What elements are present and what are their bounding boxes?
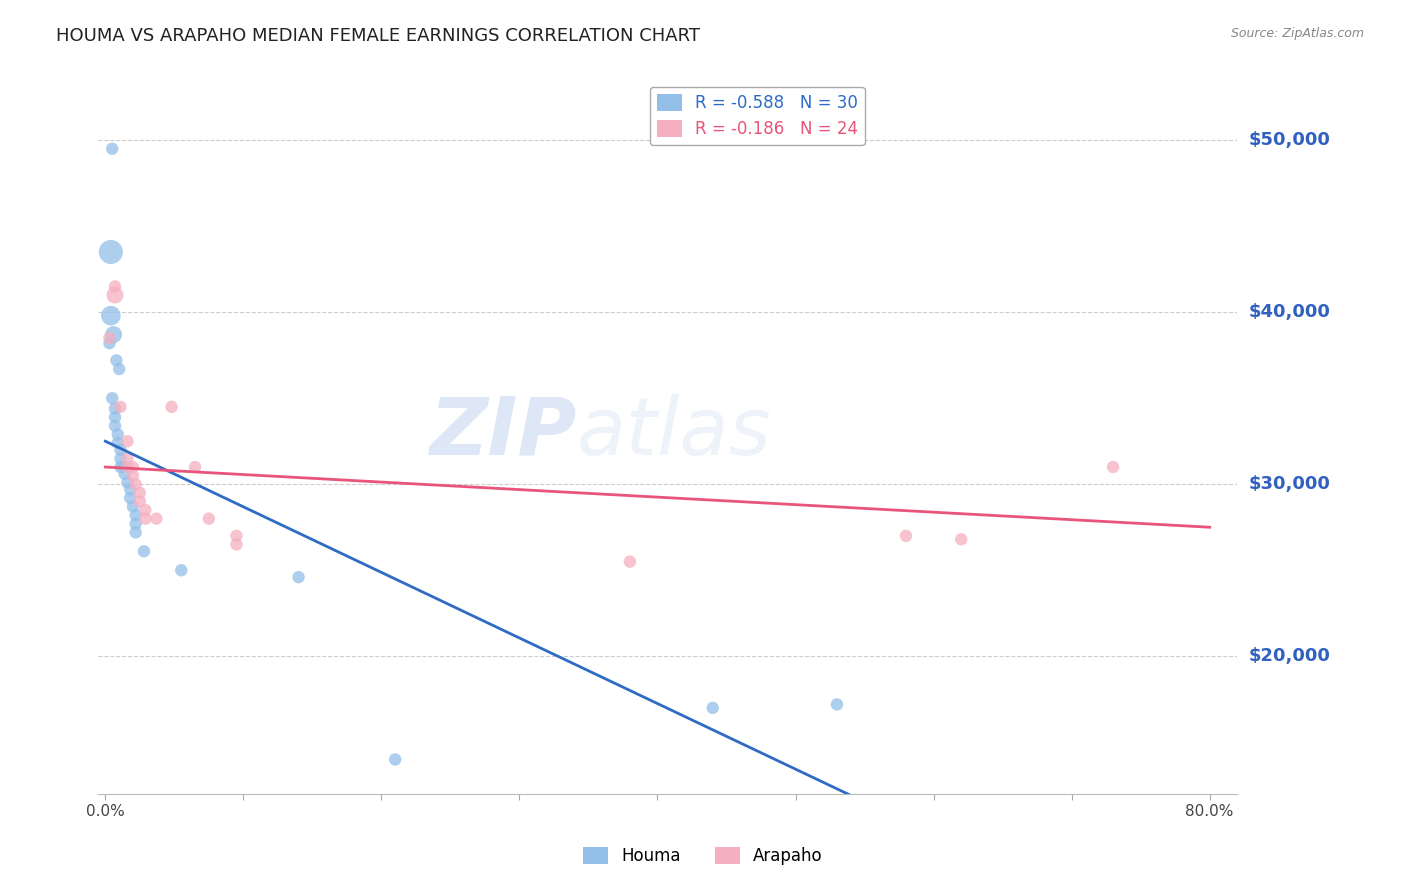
Point xyxy=(110,400,132,414)
Point xyxy=(128,494,150,508)
Text: atlas: atlas xyxy=(576,393,772,472)
Point xyxy=(170,563,193,577)
Text: ZIP: ZIP xyxy=(429,393,576,472)
Point xyxy=(117,451,139,466)
Point xyxy=(184,460,207,475)
Legend: Houma, Arapaho: Houma, Arapaho xyxy=(576,840,830,872)
Point xyxy=(125,516,148,531)
Text: HOUMA VS ARAPAHO MEDIAN FEMALE EARNINGS CORRELATION CHART: HOUMA VS ARAPAHO MEDIAN FEMALE EARNINGS … xyxy=(56,27,700,45)
Point xyxy=(98,331,121,345)
Point xyxy=(225,529,247,543)
Point xyxy=(702,701,724,715)
Text: Source: ZipAtlas.com: Source: ZipAtlas.com xyxy=(1230,27,1364,40)
Point xyxy=(128,485,150,500)
Point xyxy=(117,434,139,449)
Point xyxy=(110,451,132,466)
Point xyxy=(134,503,156,517)
Point xyxy=(825,698,848,712)
Point xyxy=(125,477,148,491)
Point xyxy=(120,483,142,497)
Point xyxy=(104,401,127,416)
Point xyxy=(132,544,155,558)
Point xyxy=(122,468,145,483)
Point xyxy=(1102,460,1125,475)
Point xyxy=(120,491,142,505)
Point xyxy=(104,279,127,293)
Point xyxy=(110,442,132,457)
Point xyxy=(134,511,156,525)
Point xyxy=(122,460,145,475)
Point xyxy=(125,508,148,523)
Point xyxy=(112,460,135,475)
Point xyxy=(287,570,309,584)
Point xyxy=(104,288,127,302)
Text: $20,000: $20,000 xyxy=(1249,648,1330,665)
Point xyxy=(894,529,917,543)
Point xyxy=(103,327,125,342)
Point xyxy=(122,500,145,514)
Point xyxy=(105,353,128,368)
Point xyxy=(198,511,221,525)
Point xyxy=(145,511,167,525)
Text: $30,000: $30,000 xyxy=(1249,475,1330,493)
Point xyxy=(107,427,129,442)
Point xyxy=(114,467,136,481)
Point xyxy=(384,752,406,766)
Point xyxy=(110,460,132,475)
Point xyxy=(619,555,641,569)
Text: $50,000: $50,000 xyxy=(1249,131,1330,149)
Point xyxy=(125,525,148,540)
Point xyxy=(117,460,139,475)
Point xyxy=(950,533,973,547)
Point xyxy=(107,436,129,450)
Point xyxy=(225,537,247,551)
Point xyxy=(98,336,121,351)
Point xyxy=(117,475,139,490)
Point xyxy=(108,362,131,376)
Point xyxy=(104,418,127,433)
Text: $40,000: $40,000 xyxy=(1249,303,1330,321)
Legend: R = -0.588   N = 30, R = -0.186   N = 24: R = -0.588 N = 30, R = -0.186 N = 24 xyxy=(650,87,865,145)
Point xyxy=(101,391,124,405)
Point xyxy=(160,400,183,414)
Point xyxy=(104,410,127,425)
Point xyxy=(101,142,124,156)
Point xyxy=(100,244,122,259)
Point xyxy=(100,309,122,323)
